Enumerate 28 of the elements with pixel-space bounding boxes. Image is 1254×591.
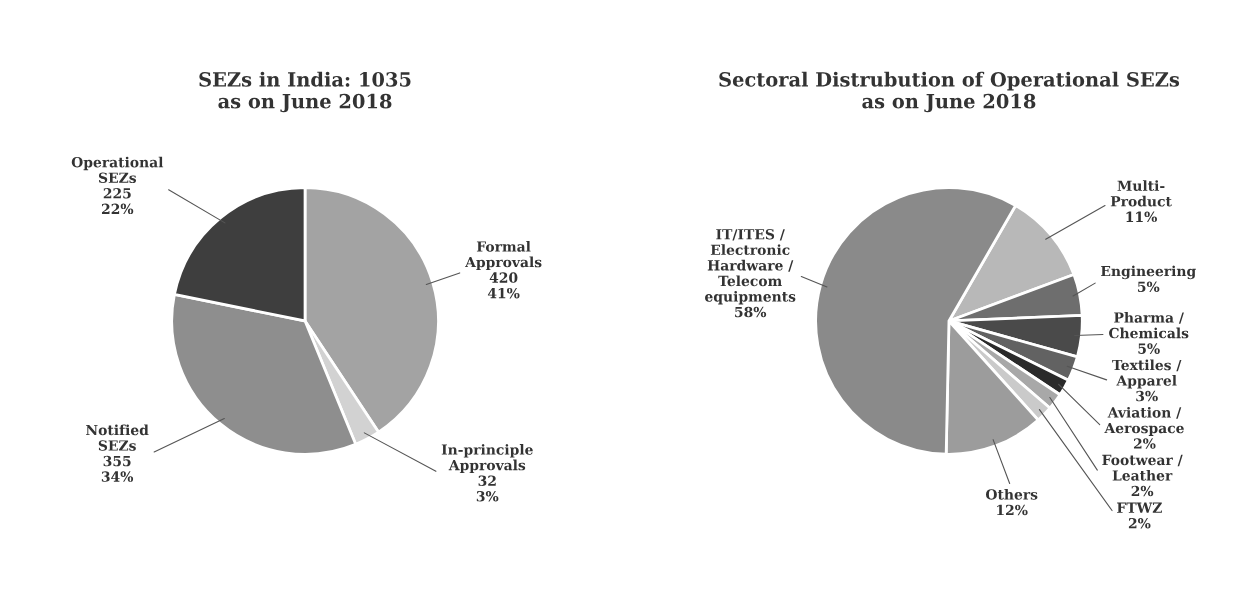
slice-label: Others [985,488,1038,500]
chart-title: SEZs in India: 1035 as on June 2018 [199,71,411,113]
data-label: 2% [1131,485,1154,497]
data-label: 3% [1136,390,1158,402]
data-label: 355 34% [101,455,134,482]
slice-label: Footwear / Leather [1102,454,1183,481]
data-label: 5% [1137,281,1160,293]
data-label: 5% [1138,343,1160,354]
data-label: 225 22% [101,188,134,215]
data-label: 420 41% [487,272,520,299]
slice-label: Aviation / Aerospace [1104,406,1184,436]
slice-label: FTWZ [1117,502,1162,513]
slice-label: Textiles / Apparel [1112,359,1182,389]
slice-label: Pharma / Chemicals [1109,312,1189,339]
slice-label: In-principle Approvals [441,444,533,474]
data-label: 12% [997,504,1028,516]
slice-label: Engineering [1101,265,1196,280]
slice-label: Multi- Product [1110,180,1172,207]
data-label: 58% [735,306,767,318]
slice-label: Notified SEZs [86,424,149,451]
data-label: 2% [1128,517,1151,529]
slice-label: IT/ITES / Electronic Hardware / Telecom equipments [705,229,796,305]
data-label: 2% [1133,438,1156,449]
data-label: 32 3% [476,475,499,502]
slice-label: Operational SEZs [71,156,164,183]
data-label: 11% [1126,211,1157,223]
slice-label: Formal Approvals [465,240,542,270]
chart-title: Sectoral Distrubution of Operational SEZs as on June 2018 [719,71,1180,113]
